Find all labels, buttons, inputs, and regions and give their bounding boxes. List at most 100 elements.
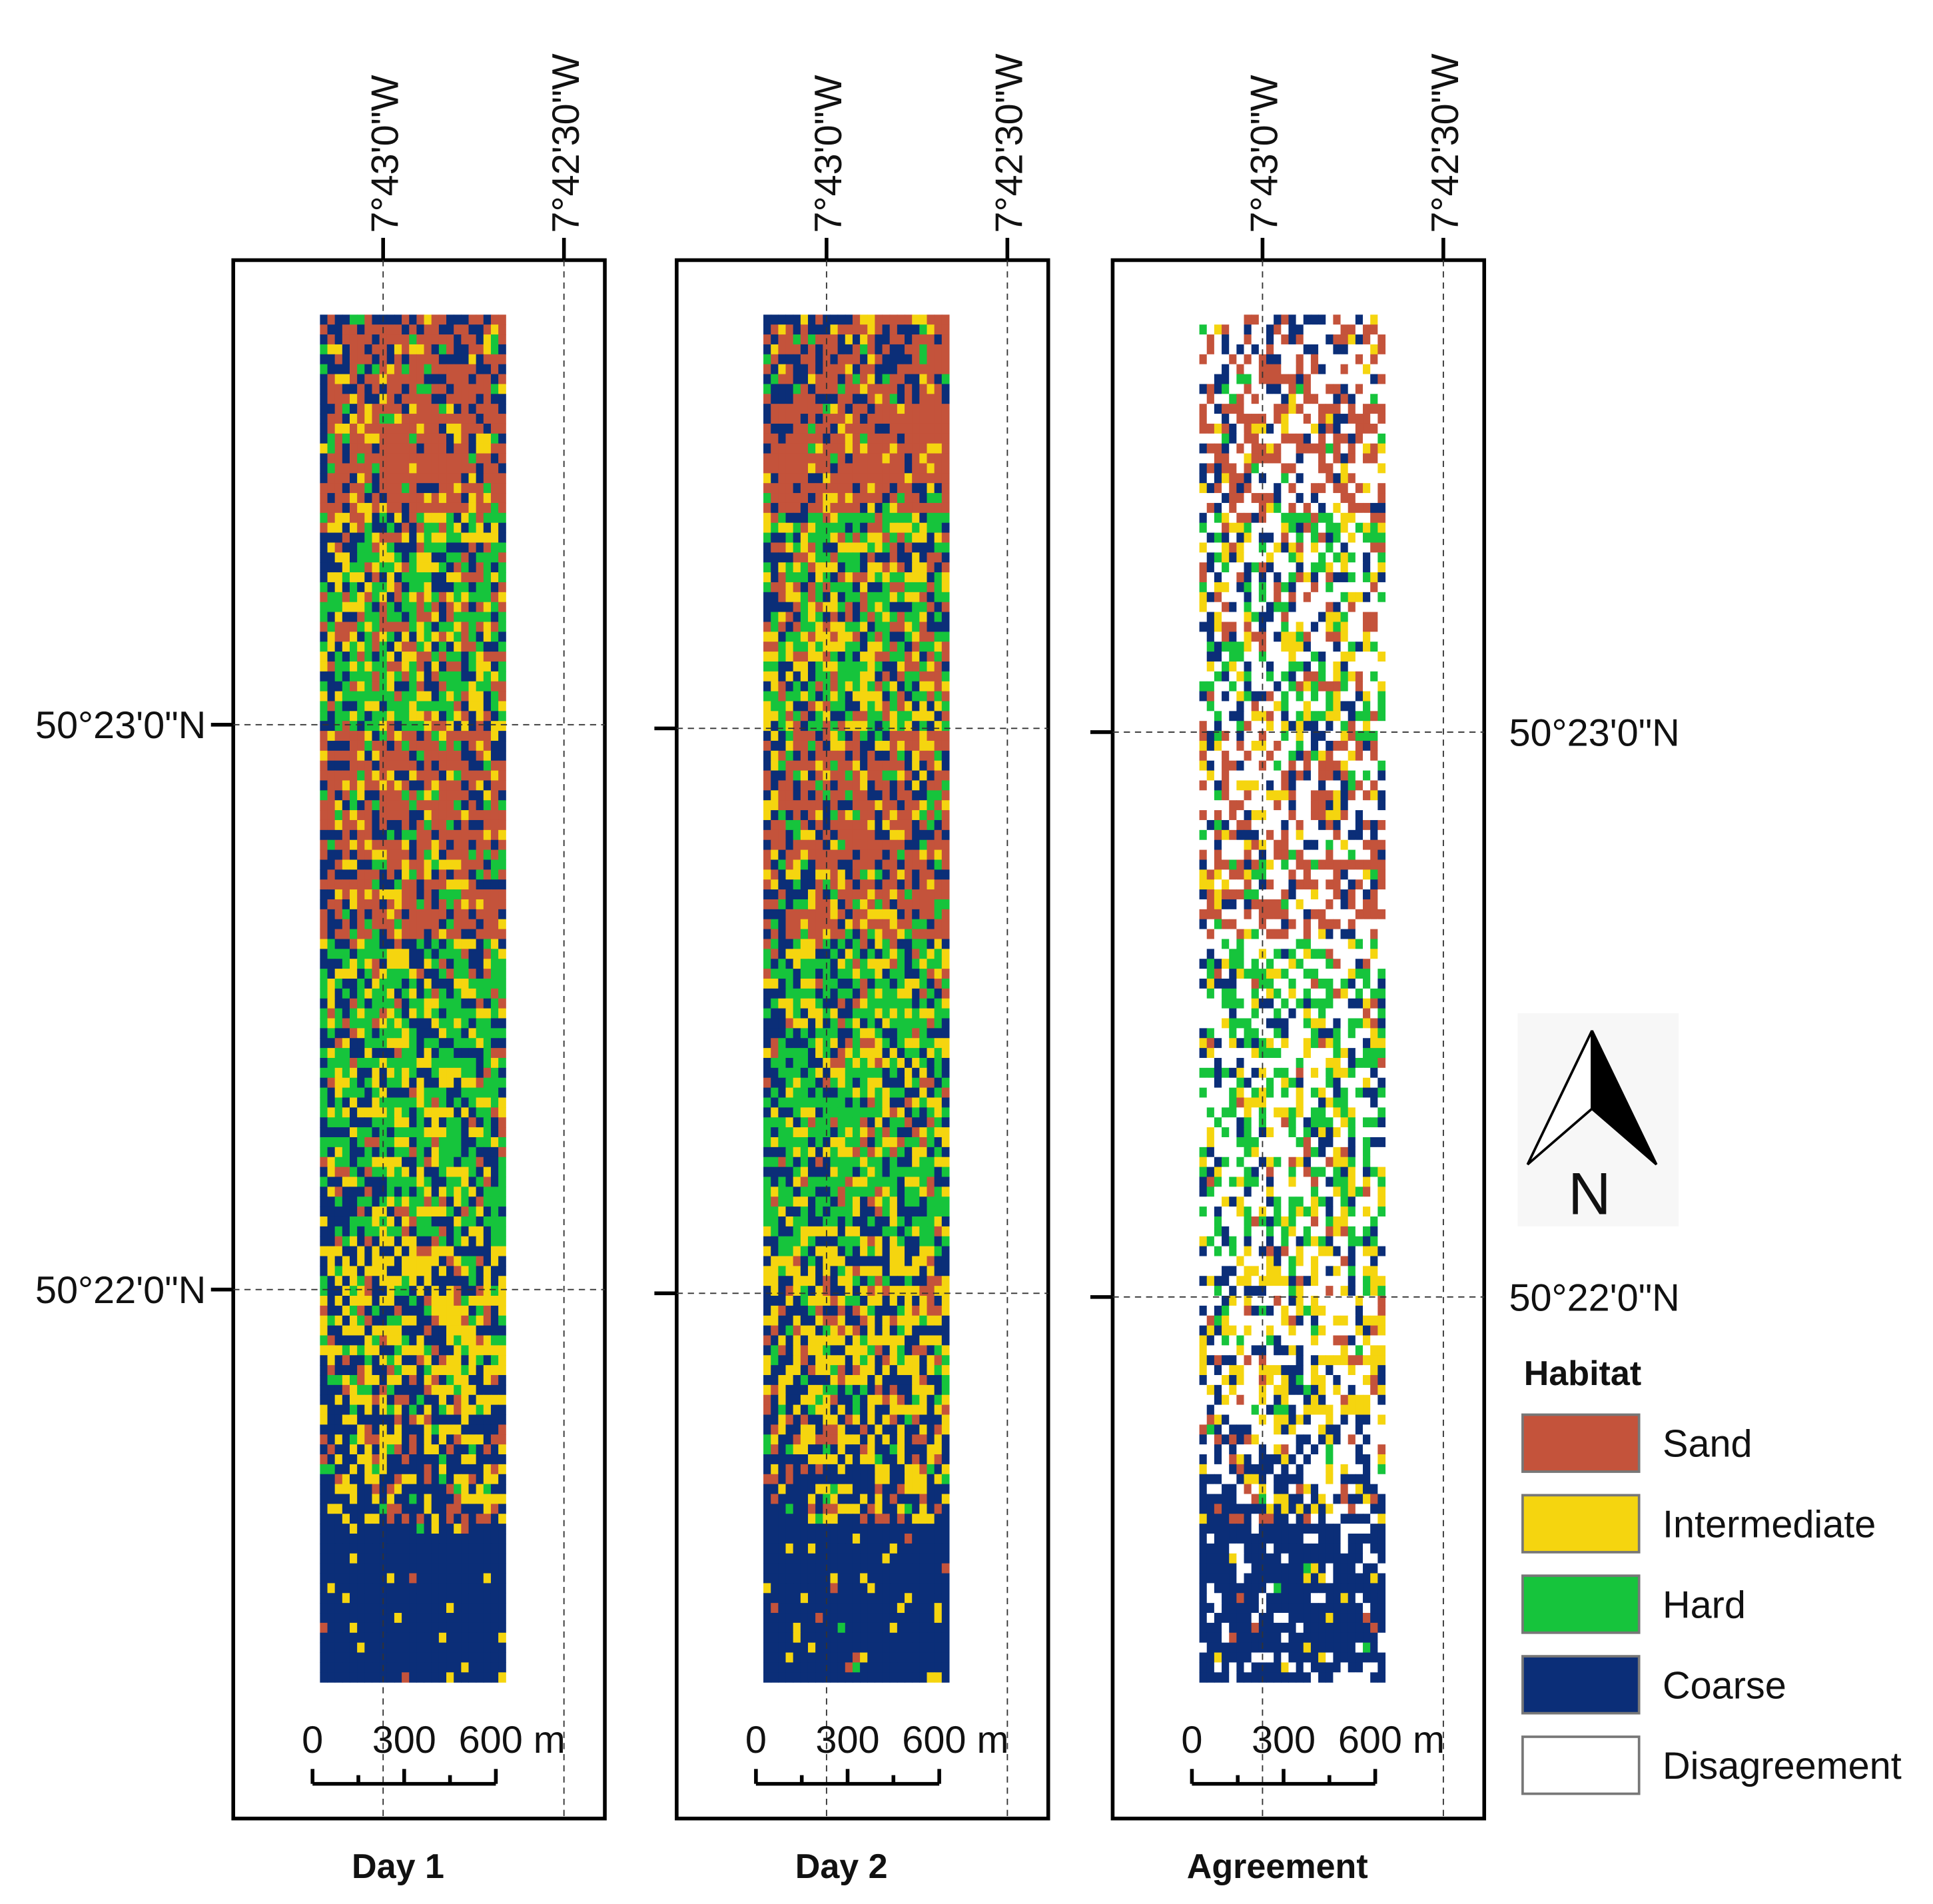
raster-cell bbox=[364, 998, 373, 1009]
raster-cell bbox=[905, 612, 913, 623]
raster-cell bbox=[807, 453, 816, 464]
raster-cell bbox=[372, 819, 380, 831]
raster-cell bbox=[934, 731, 943, 741]
raster-cell bbox=[431, 1236, 440, 1247]
raster-cell bbox=[416, 839, 425, 851]
raster-cell bbox=[424, 1424, 432, 1435]
raster-cell bbox=[912, 612, 920, 623]
raster-cell bbox=[424, 1226, 432, 1237]
raster-cell bbox=[845, 582, 853, 593]
raster-cell bbox=[905, 542, 913, 553]
raster-cell bbox=[454, 1504, 462, 1514]
raster-cell bbox=[807, 721, 816, 731]
raster-cell bbox=[431, 939, 440, 949]
raster-cell bbox=[394, 691, 402, 702]
raster-cell bbox=[468, 1196, 477, 1207]
raster-cell bbox=[771, 473, 779, 484]
raster-cell bbox=[476, 394, 484, 404]
raster-cell bbox=[320, 1226, 328, 1237]
raster-cell bbox=[349, 1345, 358, 1356]
raster-cell bbox=[476, 512, 484, 524]
raster-cell bbox=[409, 1216, 417, 1227]
raster-cell bbox=[461, 1553, 470, 1564]
raster-cell bbox=[490, 1335, 499, 1346]
raster-cell bbox=[454, 354, 462, 365]
raster-cell bbox=[386, 1672, 395, 1683]
raster-cell bbox=[431, 988, 440, 999]
raster-cell bbox=[483, 1474, 492, 1485]
raster-cell bbox=[409, 800, 417, 811]
raster-cell bbox=[800, 542, 809, 553]
raster-cell bbox=[771, 760, 779, 771]
raster-cell bbox=[941, 899, 950, 910]
raster-cell bbox=[461, 1622, 470, 1634]
raster-cell bbox=[320, 909, 328, 920]
raster-cell bbox=[934, 552, 943, 563]
raster-cell bbox=[498, 859, 506, 870]
raster-cell bbox=[897, 760, 905, 771]
raster-cell bbox=[327, 829, 336, 841]
raster-cell bbox=[424, 1504, 432, 1514]
raster-cell bbox=[919, 691, 928, 702]
raster-cell bbox=[490, 1444, 499, 1455]
raster-cell bbox=[778, 780, 787, 791]
raster-cell bbox=[905, 463, 913, 474]
raster-cell bbox=[438, 760, 447, 771]
raster-cell bbox=[498, 1345, 506, 1356]
raster-cell bbox=[912, 522, 920, 534]
raster-cell bbox=[882, 404, 891, 414]
raster-cell bbox=[807, 909, 816, 920]
raster-cell bbox=[357, 889, 365, 900]
raster-cell bbox=[386, 1286, 395, 1296]
raster-cell bbox=[320, 324, 328, 335]
raster-cell bbox=[919, 879, 928, 890]
raster-cell bbox=[483, 1325, 492, 1336]
raster-cell bbox=[386, 1613, 395, 1624]
raster-cell bbox=[394, 1534, 402, 1544]
raster-cell bbox=[490, 1524, 499, 1534]
raster-cell bbox=[431, 483, 440, 494]
raster-cell bbox=[342, 1642, 350, 1654]
raster-cell bbox=[364, 602, 373, 613]
raster-cell bbox=[394, 839, 402, 851]
raster-cell bbox=[438, 1494, 447, 1504]
raster-cell bbox=[468, 1494, 477, 1504]
raster-cell bbox=[334, 1534, 343, 1544]
raster-cell bbox=[845, 592, 853, 603]
raster-cell bbox=[402, 483, 410, 494]
raster-cell bbox=[416, 1543, 425, 1554]
raster-cell bbox=[852, 433, 861, 444]
raster-cell bbox=[461, 1454, 470, 1465]
raster-cell bbox=[402, 1256, 410, 1266]
raster-cell bbox=[468, 681, 477, 692]
raster-cell bbox=[402, 642, 410, 652]
raster-cell bbox=[372, 522, 380, 534]
raster-cell bbox=[372, 1216, 380, 1227]
raster-cell bbox=[867, 453, 875, 464]
raster-cell bbox=[349, 1652, 358, 1663]
raster-cell bbox=[334, 354, 343, 365]
raster-cell bbox=[778, 483, 787, 494]
raster-cell bbox=[785, 800, 794, 811]
raster-cell bbox=[431, 354, 440, 365]
raster-cell bbox=[483, 1553, 492, 1564]
raster-cell bbox=[476, 1167, 484, 1178]
raster-cell bbox=[845, 711, 853, 721]
raster-cell bbox=[342, 800, 350, 811]
raster-cell bbox=[793, 859, 801, 870]
raster-cell bbox=[927, 800, 935, 811]
raster-cell bbox=[364, 1296, 373, 1306]
raster-cell bbox=[454, 1167, 462, 1178]
raster-cell bbox=[807, 859, 816, 870]
raster-cell bbox=[409, 740, 417, 751]
raster-cell bbox=[785, 869, 794, 880]
raster-cell bbox=[807, 839, 816, 851]
raster-cell bbox=[327, 988, 336, 999]
raster-cell bbox=[431, 1583, 440, 1594]
raster-cell bbox=[446, 562, 454, 573]
raster-cell bbox=[402, 433, 410, 444]
raster-cell bbox=[438, 998, 447, 1009]
raster-cell bbox=[379, 652, 388, 662]
raster-cell bbox=[327, 998, 336, 1009]
raster-cell bbox=[416, 1167, 425, 1178]
